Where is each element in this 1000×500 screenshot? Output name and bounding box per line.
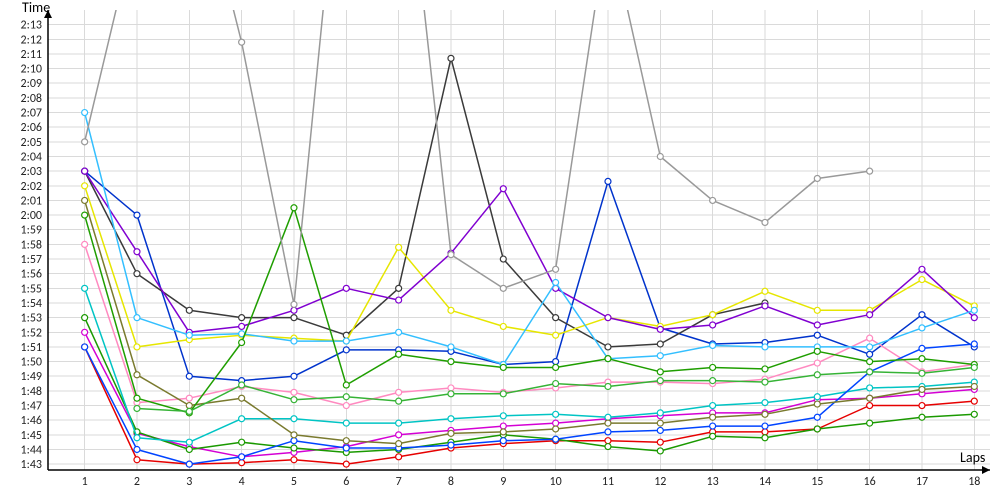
svg-text:15: 15 [811,475,823,489]
svg-text:2:05: 2:05 [21,136,42,150]
svg-text:1:46: 1:46 [21,414,42,428]
svg-text:1:49: 1:49 [21,370,42,384]
svg-text:2:02: 2:02 [21,180,42,194]
svg-text:1:48: 1:48 [21,385,42,399]
svg-text:5: 5 [291,475,297,489]
y-axis-label: Time [22,0,50,16]
svg-text:2:12: 2:12 [21,33,42,47]
svg-text:1:58: 1:58 [21,238,42,252]
svg-text:1: 1 [82,475,88,489]
svg-text:2:11: 2:11 [21,48,42,62]
svg-text:11: 11 [602,475,614,489]
svg-text:1:57: 1:57 [21,253,42,267]
svg-text:1:53: 1:53 [21,312,42,326]
svg-text:10: 10 [550,475,562,489]
x-axis-label: Laps [960,449,985,466]
svg-text:2:07: 2:07 [21,107,42,121]
svg-text:18: 18 [968,475,980,489]
svg-text:1:59: 1:59 [21,224,42,238]
chart-svg: 1234567891011121314151617181:431:441:451… [0,0,1000,500]
svg-text:2:13: 2:13 [21,19,42,33]
svg-text:7: 7 [396,475,402,489]
svg-text:2: 2 [134,475,140,489]
svg-text:1:51: 1:51 [21,341,42,355]
svg-text:14: 14 [759,475,771,489]
svg-text:1:43: 1:43 [21,458,42,472]
svg-text:2:01: 2:01 [21,194,42,208]
svg-text:4: 4 [239,475,245,489]
svg-text:2:08: 2:08 [21,92,42,106]
svg-text:2:09: 2:09 [21,77,42,91]
svg-text:9: 9 [500,475,506,489]
svg-text:2:00: 2:00 [21,209,42,223]
svg-text:1:47: 1:47 [21,400,42,414]
svg-text:13: 13 [707,475,719,489]
svg-text:2:04: 2:04 [21,150,42,164]
svg-text:1:44: 1:44 [21,443,42,457]
lap-times-chart: 1234567891011121314151617181:431:441:451… [0,0,1000,500]
svg-text:1:56: 1:56 [21,268,42,282]
svg-text:2:06: 2:06 [21,121,42,135]
svg-text:1:54: 1:54 [21,297,42,311]
svg-text:12: 12 [654,475,666,489]
svg-text:3: 3 [186,475,192,489]
svg-text:1:55: 1:55 [21,282,42,296]
svg-text:6: 6 [343,475,349,489]
svg-text:2:03: 2:03 [21,165,42,179]
svg-text:17: 17 [916,475,928,489]
svg-text:16: 16 [864,475,876,489]
svg-text:1:52: 1:52 [21,326,42,340]
svg-text:1:50: 1:50 [21,356,42,370]
svg-text:2:10: 2:10 [21,63,42,77]
svg-text:8: 8 [448,475,454,489]
svg-text:1:45: 1:45 [21,429,42,443]
